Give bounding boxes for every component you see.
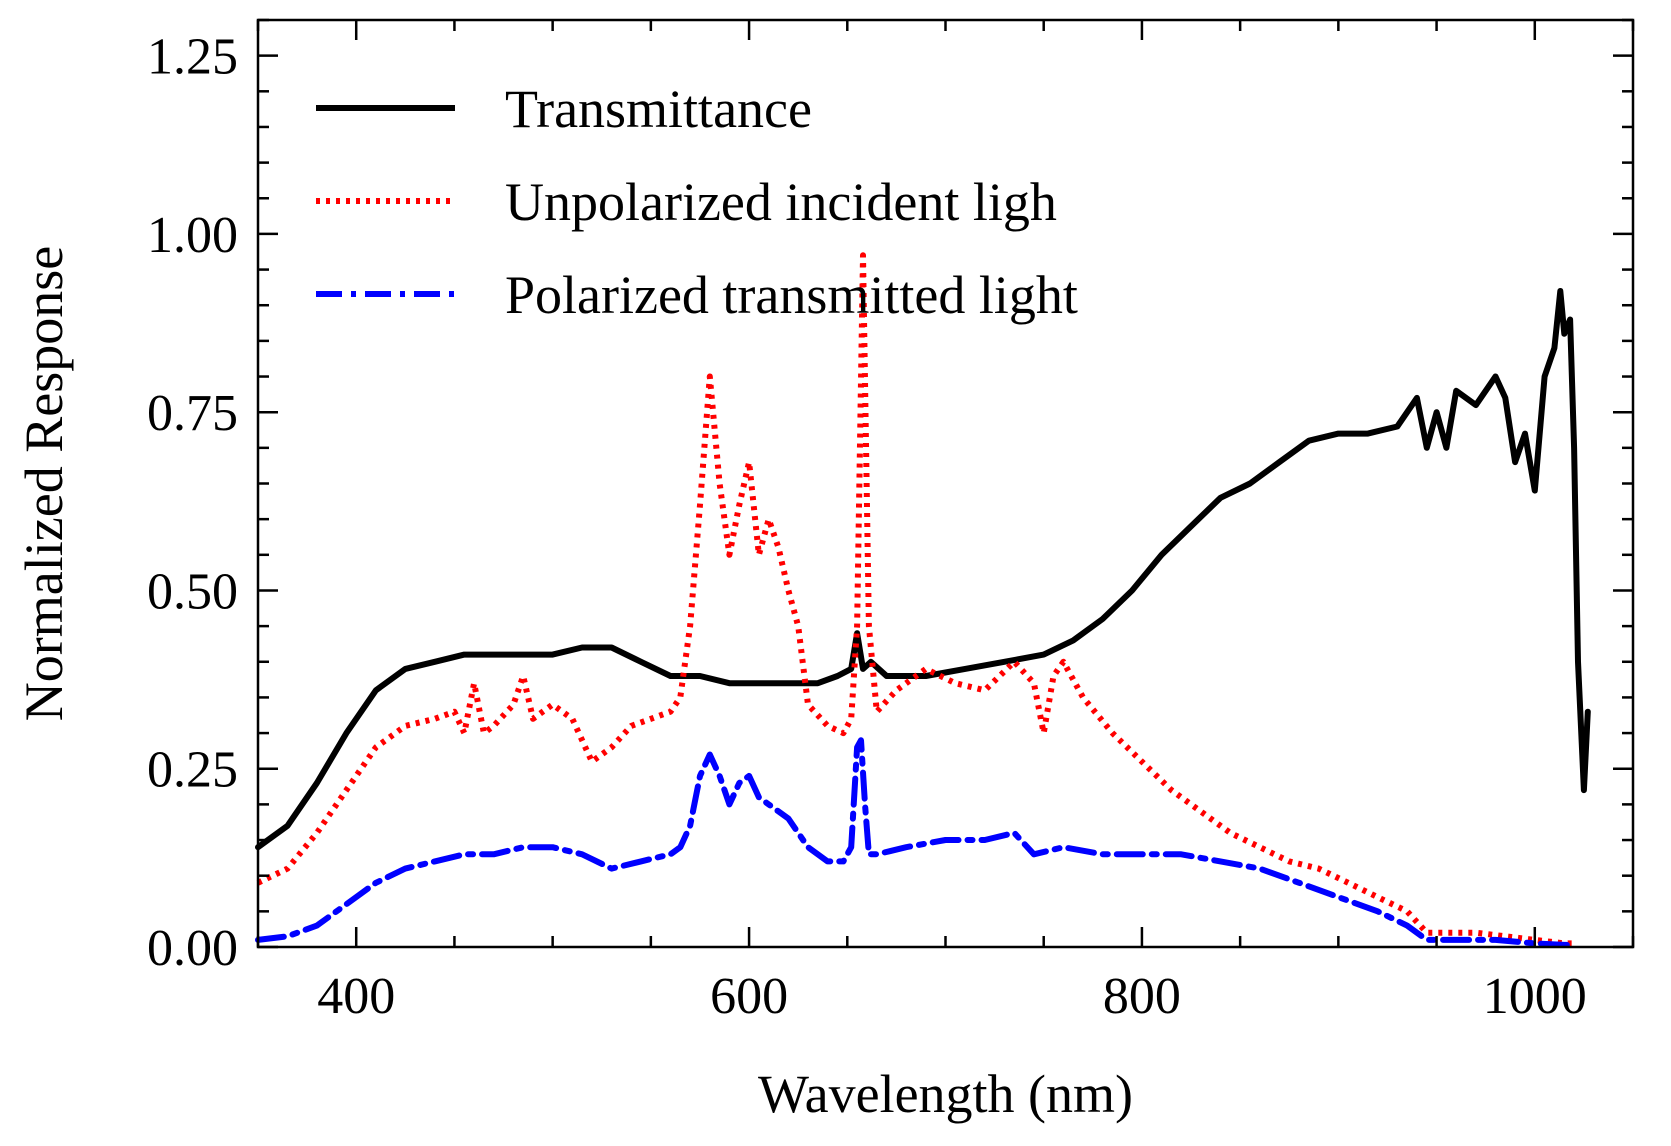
y-tick-label: 0.75 bbox=[147, 385, 238, 442]
series-line-1 bbox=[256, 252, 1575, 947]
y-axis-label: Normalized Response bbox=[14, 246, 74, 721]
plot-frame bbox=[256, 18, 1635, 949]
y-tick-label: 0.50 bbox=[147, 563, 238, 620]
legend-label-2: Polarized transmitted light bbox=[505, 265, 1078, 325]
legend-label-0: Transmittance bbox=[505, 79, 812, 139]
legend-label-1: Unpolarized incident ligh bbox=[505, 172, 1057, 232]
tick-labels-layer: 400 600 800 1000 0.00 0.25 0.50 0.75 1.00 1.25 bbox=[147, 29, 1587, 1025]
y-tick-label: 0.25 bbox=[147, 742, 238, 799]
x-tick-label: 600 bbox=[710, 968, 788, 1025]
y-tick-label: 1.25 bbox=[147, 29, 238, 86]
series-line-2 bbox=[255, 737, 1578, 948]
y-tick-label: 1.00 bbox=[147, 207, 238, 264]
x-tick-label: 800 bbox=[1103, 968, 1181, 1025]
x-axis-label: Wavelength (nm) bbox=[758, 1064, 1133, 1124]
legend: Transmittance Unpolarized incident ligh Po… bbox=[316, 79, 1078, 325]
series-layer bbox=[255, 252, 1591, 948]
ticks-layer bbox=[256, 18, 1635, 949]
series-line-0 bbox=[255, 288, 1591, 851]
x-tick-label: 1000 bbox=[1483, 968, 1587, 1025]
x-tick-label: 400 bbox=[317, 968, 395, 1025]
y-tick-label: 0.00 bbox=[147, 920, 238, 977]
